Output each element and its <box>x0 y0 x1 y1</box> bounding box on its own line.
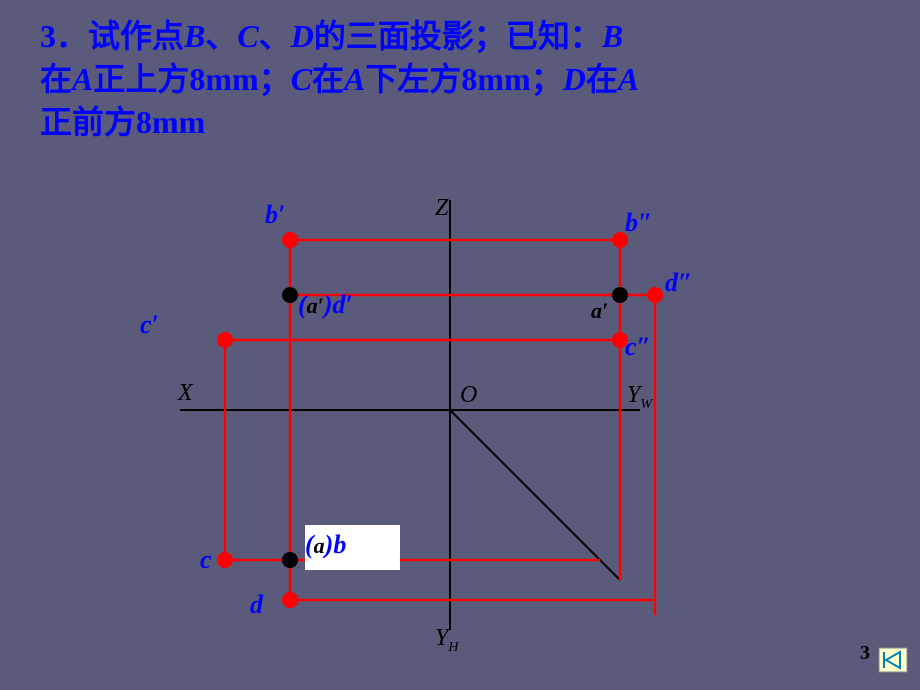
t16: D <box>563 61 586 97</box>
paren-open-h: ( <box>305 530 314 559</box>
t14: A <box>344 61 365 97</box>
prev-arrow-icon <box>878 647 908 673</box>
t2: B <box>184 18 205 54</box>
t4: C <box>237 18 258 54</box>
label-b-dprime: b″ <box>625 208 652 238</box>
t8: B <box>602 18 623 54</box>
label-a-h-group: (a)b <box>305 530 346 560</box>
axis-z: Z <box>435 195 448 222</box>
point-a-prime-v <box>282 287 298 303</box>
paren-close-v: ) <box>324 290 333 319</box>
t19: 正前方8mm <box>40 104 205 140</box>
t6: D <box>291 18 314 54</box>
d-prime-text: d′ <box>333 290 353 319</box>
t7: 的三面投影；已知： <box>314 18 602 54</box>
prev-slide-button[interactable] <box>878 647 908 678</box>
t15: 下左方8mm； <box>365 61 562 97</box>
point-a-prime-w <box>612 287 628 303</box>
axis-yh-y: Y <box>435 625 448 651</box>
problem-title: 3．试作点B、C、D的三面投影；已知：B 在A正上方8mm；C在A下左方8mm；… <box>40 15 880 145</box>
axis-yw-y: Y <box>627 382 640 408</box>
axis-yh-sub: H <box>448 640 458 655</box>
t11: 正上方8mm； <box>93 61 290 97</box>
a-prime-v-text: a′ <box>307 293 324 318</box>
t1: 3．试作点 <box>40 18 184 54</box>
t3: 、 <box>205 18 237 54</box>
b-h-text: b <box>333 530 346 559</box>
t10: A <box>72 61 93 97</box>
axis-yw: YW <box>627 382 652 413</box>
label-c-prime: c′ <box>140 310 159 340</box>
point-c-h <box>217 552 233 568</box>
point-d-h <box>282 592 298 608</box>
t18: A <box>618 61 639 97</box>
label-b-prime: b′ <box>265 200 285 230</box>
a-h-text: a <box>314 533 325 558</box>
page-number: 3 <box>860 642 870 665</box>
label-a-prime-v-group: (a′)d′ <box>298 290 353 320</box>
label-d-dprime: d″ <box>665 268 692 298</box>
point-b-prime <box>282 232 298 248</box>
axis-x: X <box>178 380 193 407</box>
t5: 、 <box>259 18 291 54</box>
point-d-dprime <box>647 287 663 303</box>
point-c-prime <box>217 332 233 348</box>
label-a-prime-w: a′ <box>591 298 608 324</box>
projection-diagram: Z X O YW YH b′ b″ d″ (a′)d′ a′ c′ c″ (a)… <box>150 200 770 650</box>
t9: 在 <box>40 61 72 97</box>
t13: 在 <box>312 61 344 97</box>
paren-open-v: ( <box>298 290 307 319</box>
miter-line <box>450 410 620 580</box>
axis-yh: YH <box>435 625 458 656</box>
label-c-h: c <box>200 545 212 575</box>
label-d-h: d <box>250 590 263 620</box>
label-c-dprime: c″ <box>625 332 651 362</box>
axis-yw-sub: W <box>640 397 652 412</box>
t17: 在 <box>586 61 618 97</box>
axis-o: O <box>460 382 477 409</box>
point-a-h <box>282 552 298 568</box>
t12: C <box>291 61 312 97</box>
